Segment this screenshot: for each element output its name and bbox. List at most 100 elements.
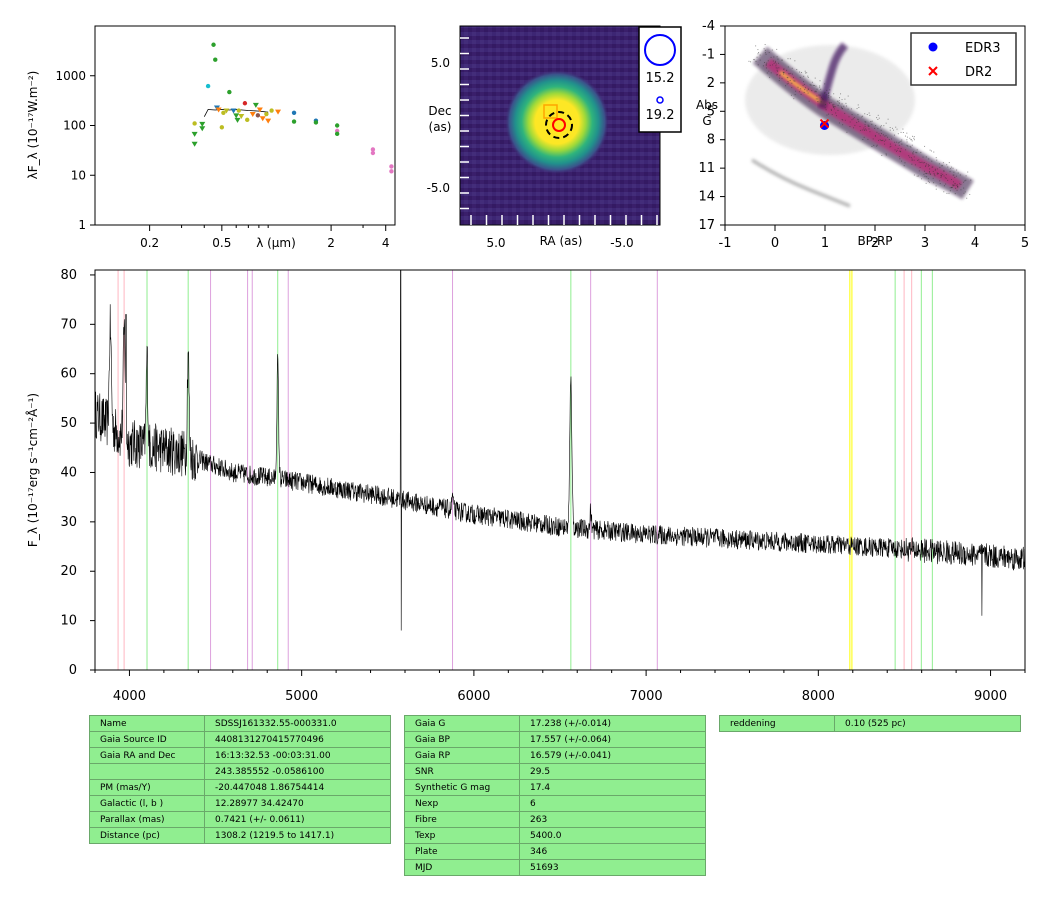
cmd-dot <box>913 136 915 138</box>
cmd-dot <box>953 171 955 173</box>
cmd-dot <box>794 94 796 96</box>
cmd-dot <box>891 138 893 140</box>
cmd-dot <box>769 64 771 66</box>
sed-point <box>233 113 240 119</box>
cmd-dot <box>866 114 868 116</box>
spectrum-frame <box>94 269 1026 671</box>
cmd-dot <box>928 171 930 173</box>
cmd-dot <box>906 136 908 138</box>
table-value: 17.4 <box>519 779 706 796</box>
table-row: MJD 51693 <box>404 859 706 876</box>
cmd-dot <box>948 192 950 194</box>
cmd-dot <box>842 124 844 126</box>
cmd-dot <box>828 113 830 115</box>
cmd-dot <box>963 187 965 189</box>
cmd-dot <box>775 67 777 69</box>
cmd-dot <box>954 193 956 195</box>
sed-points <box>191 42 394 174</box>
cmd-dot <box>933 174 935 176</box>
cmd-dot <box>884 135 886 137</box>
cmd-dot <box>929 181 931 183</box>
cmd-dot <box>952 167 954 169</box>
sed-point <box>234 117 241 123</box>
table-row: Synthetic G mag 17.4 <box>404 779 706 796</box>
table-row: reddening 0.10 (525 pc) <box>719 715 1021 732</box>
table-key: Name <box>89 715 205 732</box>
cmd-dot <box>881 154 883 156</box>
cmd-dot <box>816 88 818 90</box>
cmd-dot <box>859 129 861 131</box>
cmd-dot <box>913 137 915 139</box>
cmd-dot <box>936 159 938 161</box>
cmd-dot <box>856 108 858 110</box>
cmd-dot <box>828 92 830 94</box>
cmd-dot <box>959 183 961 185</box>
cmd-dot <box>863 129 865 131</box>
cmd-dot <box>896 141 898 143</box>
cmd-dot <box>753 59 755 61</box>
cmd-dot <box>837 101 839 103</box>
cmd-dot <box>791 82 793 84</box>
cmd-dot <box>942 173 944 175</box>
cmd-dot <box>963 192 965 194</box>
image-ylabel-line2: (as) <box>429 120 452 134</box>
star-blob <box>505 70 609 174</box>
cmd-dot <box>787 77 789 79</box>
cmd-dot <box>943 191 945 193</box>
sed-point <box>334 131 340 137</box>
cmd-dot <box>963 181 965 183</box>
cmd-dot <box>766 72 768 74</box>
sed-point <box>255 113 261 118</box>
spectrum-xtick-label: 7000 <box>630 689 663 704</box>
table-key: Parallax (mas) <box>89 811 205 828</box>
target-circle <box>552 118 566 132</box>
table-key: Galactic (l, b ) <box>89 795 205 812</box>
cmd-dot <box>850 108 852 110</box>
cmd-star-edr3 <box>820 121 829 130</box>
table-key: Fibre <box>404 811 520 828</box>
sed-point <box>291 119 297 124</box>
sed-point <box>334 123 340 128</box>
cmd-dot <box>773 56 775 58</box>
table-key: MJD <box>404 859 520 876</box>
table-value: 0.10 (525 pc) <box>834 715 1021 732</box>
cmd-axes: -4 -1 2 5 8 11 14 17 -1 0 1 2 3 4 5 <box>698 19 1029 251</box>
cmd-xtick-label: 3 <box>921 236 929 251</box>
cmd-dot <box>878 139 880 141</box>
cmd-dot <box>853 127 855 129</box>
table-value: 4408131270415770496 <box>204 731 391 748</box>
cmd-dot <box>804 89 806 91</box>
table-row: PM (mas/Y) -20.447048 1.86754414 <box>89 779 391 796</box>
cmd-dot <box>805 87 807 89</box>
cmd-dot <box>917 159 919 161</box>
cmd-dot <box>832 104 834 106</box>
cmd-dot <box>815 91 817 93</box>
sed-ytick-label: 1000 <box>55 69 86 83</box>
legend-dr2-marker <box>928 66 938 76</box>
cmd-dot <box>857 118 859 120</box>
cmd-dot <box>912 152 914 154</box>
cmd-dot <box>956 189 958 191</box>
table-key: Gaia RP <box>404 747 520 764</box>
image-xtick-left: 5.0 <box>486 236 505 250</box>
cmd-dot <box>914 164 916 166</box>
cmd-dot <box>828 95 830 97</box>
cmd-dot <box>804 70 806 72</box>
sed-point <box>259 116 266 122</box>
cmd-dot <box>838 102 840 104</box>
cmd-dot <box>825 94 827 96</box>
cmd-dot <box>848 116 850 118</box>
cmd-dot <box>943 170 945 172</box>
cmd-dot <box>864 121 866 123</box>
cmd-xtick-label: 2 <box>871 236 879 251</box>
cmd-dot <box>936 168 938 170</box>
cmd-dot <box>889 143 891 145</box>
cmd-dot <box>920 151 922 153</box>
cmd-dot <box>794 60 796 62</box>
table-value: -20.447048 1.86754414 <box>204 779 391 796</box>
cmd-dot <box>865 129 867 131</box>
cmd-dot <box>874 135 876 137</box>
cmd-dot <box>909 145 911 147</box>
cmd-dot <box>953 174 955 176</box>
sed-xtick-label: 0.5 <box>212 236 231 250</box>
